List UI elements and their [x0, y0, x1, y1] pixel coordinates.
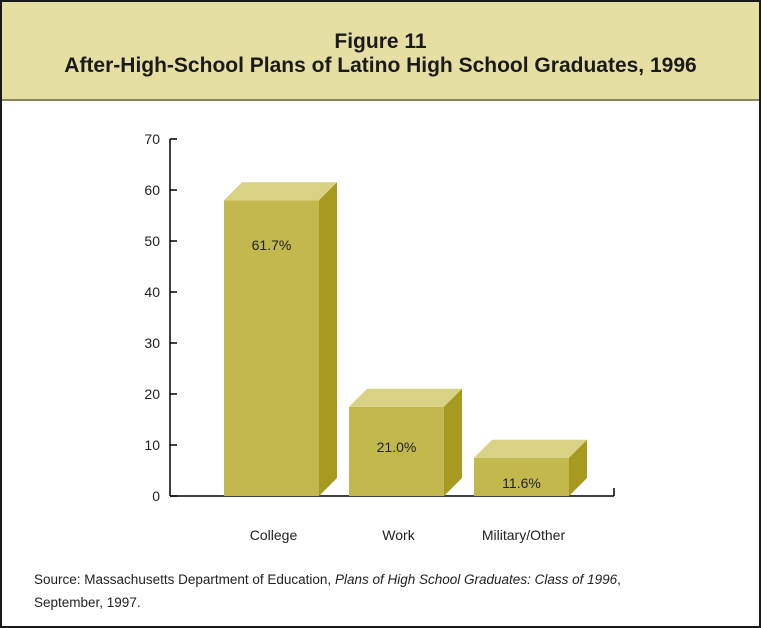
bar	[349, 406, 444, 496]
bar	[224, 200, 319, 496]
y-tick-label: 70	[144, 131, 160, 147]
source-publisher: Massachusetts Department of Education,	[84, 572, 332, 587]
source-publication: Plans of High School Graduates: Class of…	[334, 572, 618, 587]
bar-value-label: 21.0%	[377, 439, 417, 455]
figure-label: Figure 11	[334, 30, 427, 53]
y-tick-label: 10	[144, 437, 160, 453]
bar-top	[224, 182, 337, 201]
figure-header: Figure 11 After-High-School Plans of Lat…	[2, 2, 759, 101]
source-prefix: Source:	[34, 572, 81, 587]
bar	[474, 457, 569, 496]
bar-side	[569, 439, 587, 496]
y-tick-label: 60	[144, 182, 160, 198]
bar-top	[349, 388, 462, 407]
category-label: College	[250, 527, 298, 543]
source-note: Source: Massachusetts Department of Educ…	[34, 572, 621, 610]
category-label: Military/Other	[482, 527, 566, 543]
bar-top	[474, 439, 587, 458]
y-tick-label: 40	[144, 284, 160, 300]
category-label: Work	[382, 527, 415, 543]
source-date: September, 1997.	[34, 595, 141, 610]
y-tick-label: 20	[144, 386, 160, 402]
bar-value-label: 11.6%	[502, 475, 541, 491]
bar-value-label: 61.7%	[252, 237, 292, 253]
y-tick-label: 30	[144, 335, 160, 351]
bar-side	[444, 388, 462, 496]
bar-side	[319, 182, 337, 496]
figure-title: After-High-School Plans of Latino High S…	[64, 54, 697, 77]
y-tick-label: 50	[144, 233, 160, 249]
y-tick-label: 0	[152, 488, 160, 504]
